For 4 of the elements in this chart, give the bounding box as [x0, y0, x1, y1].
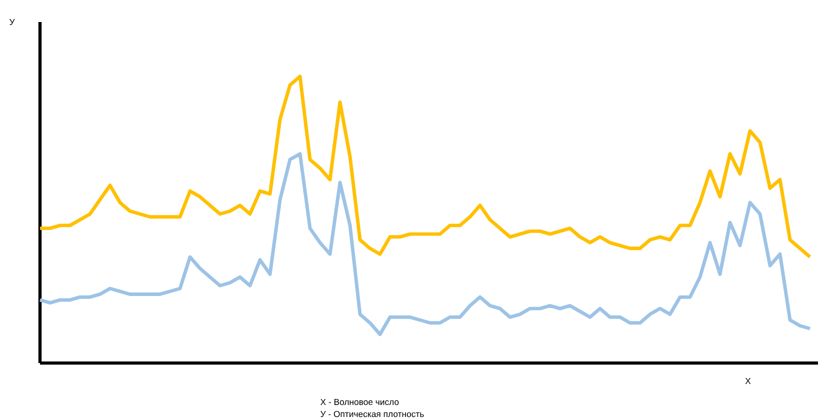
text: У - Оптическая плотность [320, 410, 424, 418]
x-axis-title: Х [745, 378, 751, 384]
text: У [10, 18, 15, 26]
text: Х - Волновое число [320, 398, 399, 406]
